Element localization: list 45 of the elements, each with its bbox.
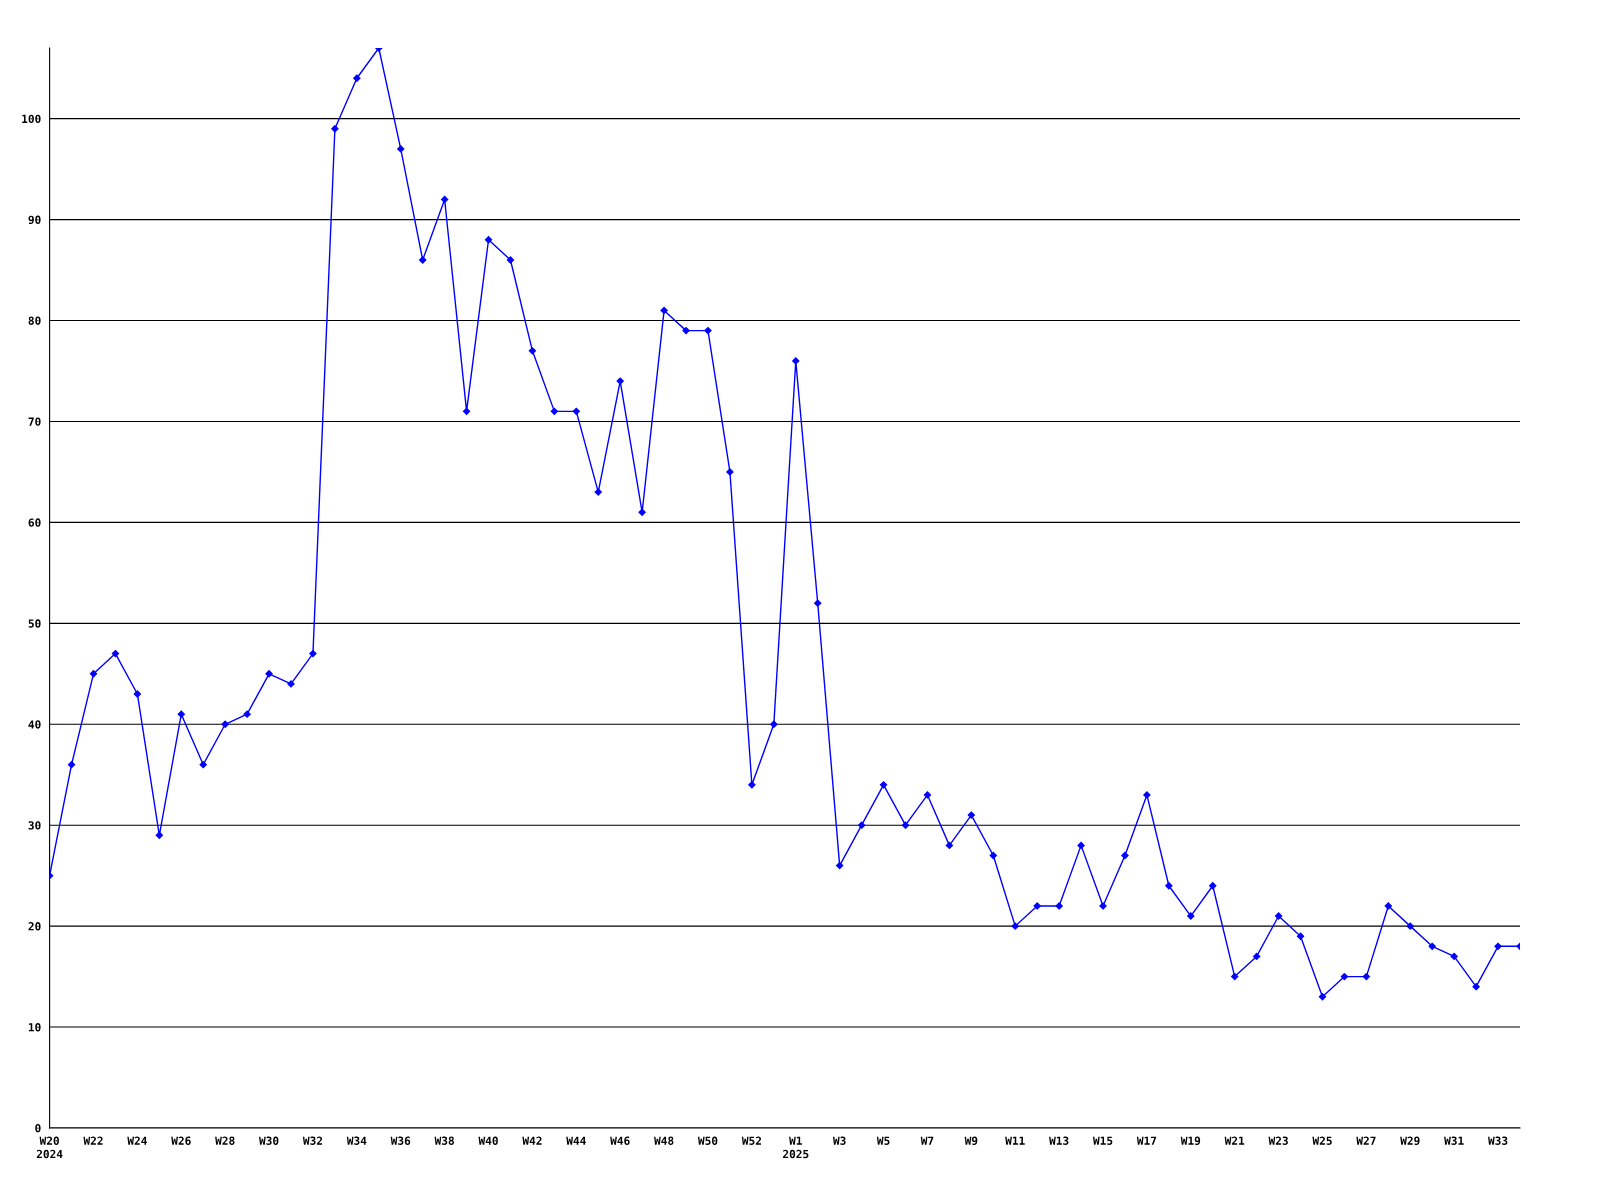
x-tick-label: W33	[1488, 1136, 1508, 1145]
x-tick-label: W34	[346, 1136, 367, 1145]
x-tick-label: W5	[876, 1136, 890, 1145]
x-tick-label: W20 2024	[36, 1136, 63, 1159]
x-tick-label: W30	[259, 1136, 279, 1145]
y-tick-label: 70	[28, 417, 41, 426]
x-tick-label: W31	[1444, 1136, 1464, 1145]
x-tick-label: W17	[1136, 1136, 1157, 1145]
x-tick-label: W48	[654, 1136, 674, 1145]
y-tick-label: 0	[35, 1123, 41, 1133]
x-tick-label: W40	[478, 1136, 498, 1145]
x-tick-label: W46	[610, 1136, 630, 1145]
y-tick-label: 40	[28, 720, 41, 729]
x-tick-label: W26	[171, 1136, 191, 1145]
y-tick-label: 60	[28, 518, 41, 527]
x-tick-label: W50	[697, 1136, 718, 1145]
x-tick-label: W7	[920, 1136, 934, 1145]
x-tick-label: W15	[1092, 1136, 1113, 1145]
y-tick-label: 30	[28, 821, 41, 830]
x-tick-label: W27	[1356, 1136, 1376, 1145]
x-tick-label: W22	[83, 1136, 103, 1145]
x-tick-label: W23	[1268, 1136, 1288, 1145]
y-tick-label: 10	[28, 1023, 41, 1032]
x-tick-label: W24	[127, 1136, 147, 1145]
y-tick-label: 100	[22, 114, 41, 124]
x-tick-label: W1 2025	[783, 1136, 809, 1159]
x-tick-label: W52	[741, 1136, 761, 1145]
x-tick-label: W29	[1400, 1136, 1420, 1145]
x-tick-label: W28	[215, 1136, 235, 1145]
x-tick-label: W3	[832, 1136, 846, 1145]
x-tick-label: W19	[1180, 1136, 1201, 1145]
x-tick-label: W11	[1005, 1136, 1025, 1145]
x-tick-label: W21	[1224, 1136, 1245, 1145]
y-tick-label: 50	[28, 619, 41, 628]
x-tick-label: W9	[964, 1136, 978, 1145]
x-tick-label: W13	[1049, 1136, 1069, 1145]
x-tick-label: W32	[302, 1136, 323, 1145]
x-tick-label: W36	[390, 1136, 411, 1145]
x-tick-label: W25	[1312, 1136, 1332, 1145]
x-tick-label: W38	[434, 1136, 454, 1145]
y-tick-label: 80	[28, 316, 41, 325]
y-tick-label: 20	[28, 922, 41, 931]
x-tick-label: W42	[522, 1136, 542, 1145]
x-tick-label: W44	[566, 1136, 586, 1145]
y-tick-label: 90	[28, 215, 41, 225]
